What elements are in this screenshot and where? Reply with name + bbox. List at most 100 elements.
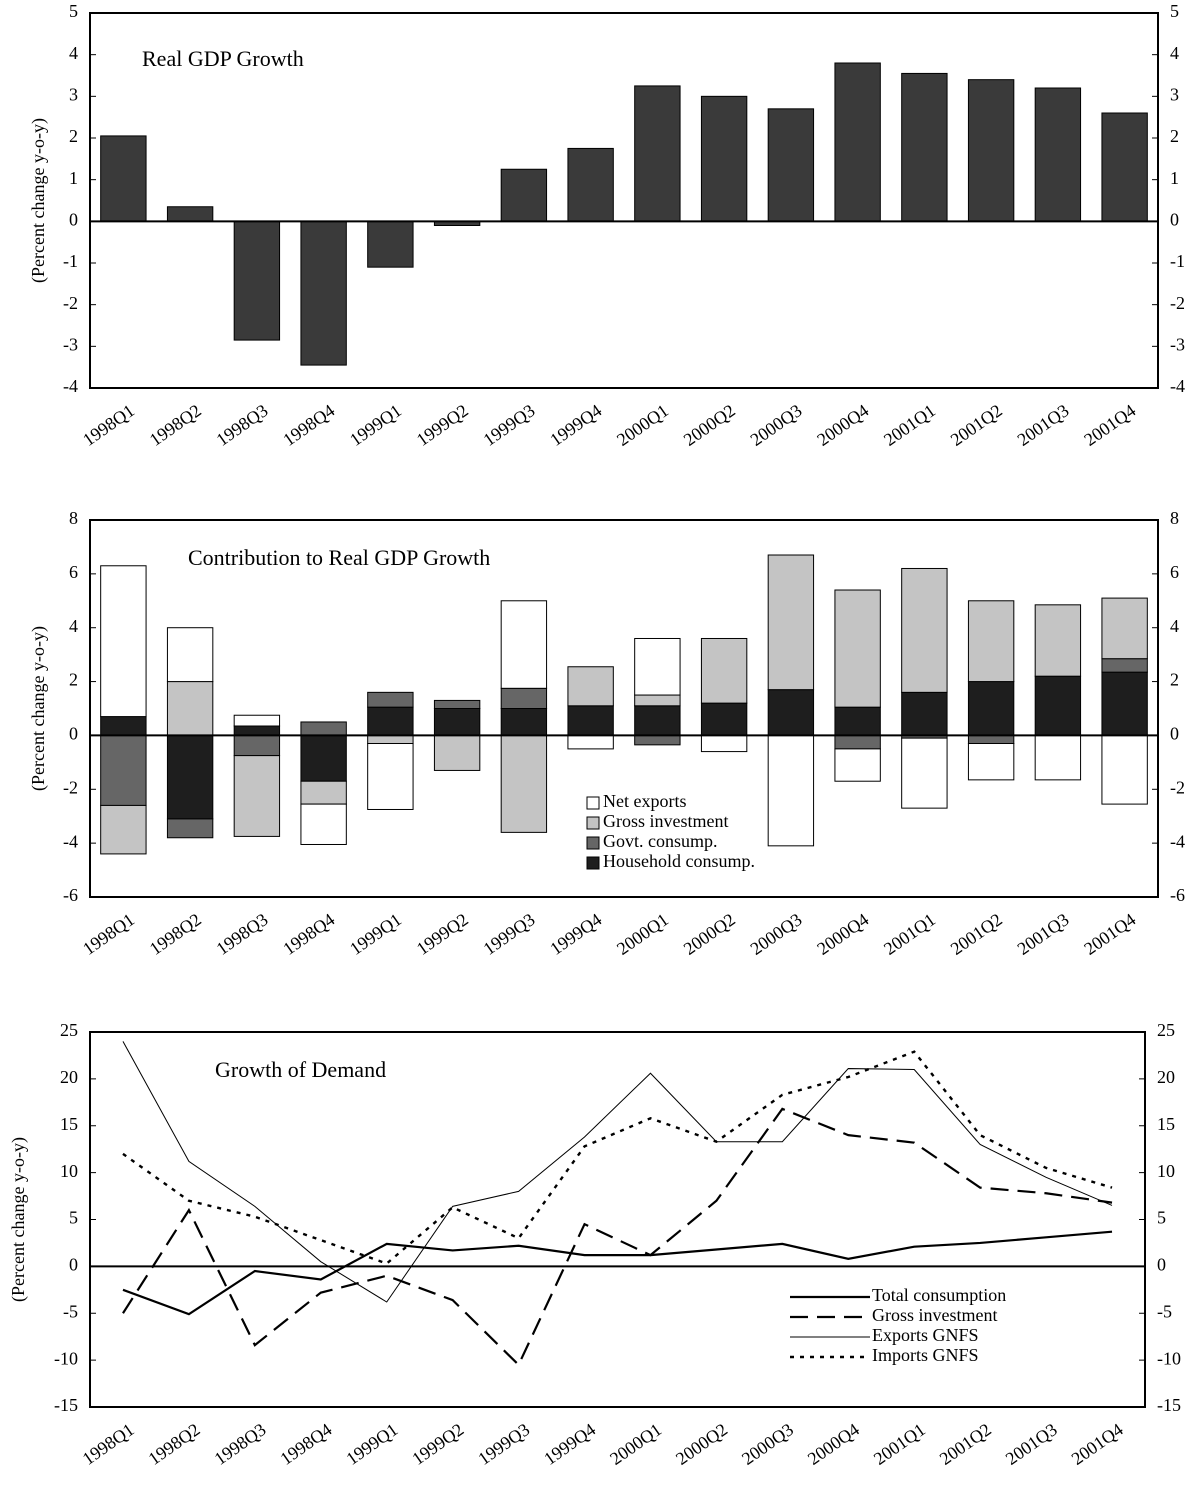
bar [967,79,1015,222]
legend-swatch [586,856,600,870]
x-tick-label: 2000Q4 [813,909,872,959]
bar-segment [100,565,147,718]
bar-segment [1034,604,1082,677]
y-tick-label: -4 [63,831,78,851]
x-tick-label: 2001Q2 [936,1419,995,1469]
bar-segment [567,705,614,736]
y-tick-label: 5 [69,1,78,21]
y-tick-label: 3 [69,84,78,104]
y2-tick-label: 5 [1170,1,1179,21]
plot-frame [89,1031,1146,1408]
y2-tick-label: 20 [1157,1067,1175,1087]
y2-tick-label: 10 [1157,1161,1175,1181]
bar-segment [433,699,481,710]
bar-segment [901,567,948,693]
y-tick-label: 25 [60,1020,78,1040]
chart-title: Real GDP Growth [142,46,304,71]
bar-segment [1101,658,1148,673]
bar [1034,87,1082,222]
x-tick-label: 1999Q4 [546,400,605,450]
bar-segment [634,694,681,707]
y2-tick-label: -5 [1157,1301,1172,1321]
legend-label: Gross investment [603,811,729,831]
bar-segment [567,734,614,750]
bar-segment [634,734,681,746]
bar-segment [967,600,1015,683]
x-tick-label: 1999Q2 [413,400,472,450]
y-tick-label: 5 [69,1208,78,1228]
x-tick-label: 2000Q3 [747,909,806,959]
bar-segment [901,691,948,736]
x-tick-label: 2000Q4 [804,1419,863,1469]
x-tick-label: 1998Q3 [213,400,272,450]
x-tick-label: 2001Q4 [1068,1419,1127,1469]
plot [122,1041,1113,1367]
bar [567,147,614,222]
legend-label: Exports GNFS [872,1325,979,1345]
x-tick-label: 1998Q3 [213,909,272,959]
bar [634,85,681,222]
y-tick-label: -4 [63,376,78,396]
y2-tick-label: 4 [1170,43,1179,63]
legend-label: Gross investment [872,1305,998,1325]
y2-tick-label: 1 [1170,168,1179,188]
bar-segment [700,734,748,753]
x-tick-label: 1998Q2 [145,1419,204,1469]
y-axis-label: (Percent change y-o-y) [28,118,49,283]
legend-label: Net exports [603,791,686,811]
x-tick-label: 1999Q3 [480,909,539,959]
y-axis-label: (Percent change y-o-y) [8,1137,29,1302]
x-tick-label: 2001Q1 [880,400,939,450]
y-tick-label: 20 [60,1067,78,1087]
bar [767,108,815,222]
y2-tick-label: -10 [1157,1348,1181,1368]
x-tick-label: 2001Q3 [1002,1419,1061,1469]
x-tick-label: 1998Q2 [146,909,205,959]
y-tick-label: 4 [69,616,78,636]
bar-segment [433,734,481,771]
y-tick-label: 10 [60,1161,78,1181]
bar [100,135,147,222]
x-tick-label: 1999Q4 [546,909,605,959]
bar-segment [500,600,548,689]
x-tick-label: 2001Q3 [1014,909,1073,959]
x-tick-label: 2001Q1 [870,1419,929,1469]
bar-segment [567,666,614,707]
y2-tick-label: 0 [1157,1255,1166,1275]
line-series [122,1041,1113,1303]
y2-tick-label: -2 [1170,293,1185,313]
y2-tick-label: 2 [1170,126,1179,146]
y2-tick-label: -3 [1170,334,1185,354]
bar-segment [367,691,414,708]
x-tick-label: 2001Q2 [947,909,1006,959]
y-tick-label: -2 [63,777,78,797]
y-tick-label: 8 [69,508,78,528]
bar-segment [700,702,748,736]
bar-segment [967,743,1015,781]
bar [700,95,748,222]
bar-segment [1101,671,1148,736]
x-tick-label: 1999Q3 [480,400,539,450]
bar [500,168,548,222]
y-tick-label: 6 [69,562,78,582]
x-tick-label: 2000Q1 [613,909,672,959]
x-tick-label: 1998Q3 [211,1419,270,1469]
bar-segment [367,734,414,745]
bar-segment [166,734,214,820]
bar-segment [300,780,347,805]
x-tick-label: 2001Q4 [1080,400,1139,450]
bar-segment [767,689,815,736]
x-tick-label: 2000Q2 [672,1419,731,1469]
bar-segment [233,755,281,837]
x-tick-label: 2000Q2 [680,909,739,959]
bar-segment [767,734,815,847]
x-tick-label: 2000Q2 [680,400,739,450]
x-tick-label: 1998Q4 [279,400,338,450]
legend-label: Govt. consump. [603,831,718,851]
legend-swatch [586,796,600,810]
y2-tick-label: 25 [1157,1020,1175,1040]
y-tick-label: 0 [69,209,78,229]
bar-segment [634,705,681,736]
y2-tick-label: -1 [1170,251,1185,271]
